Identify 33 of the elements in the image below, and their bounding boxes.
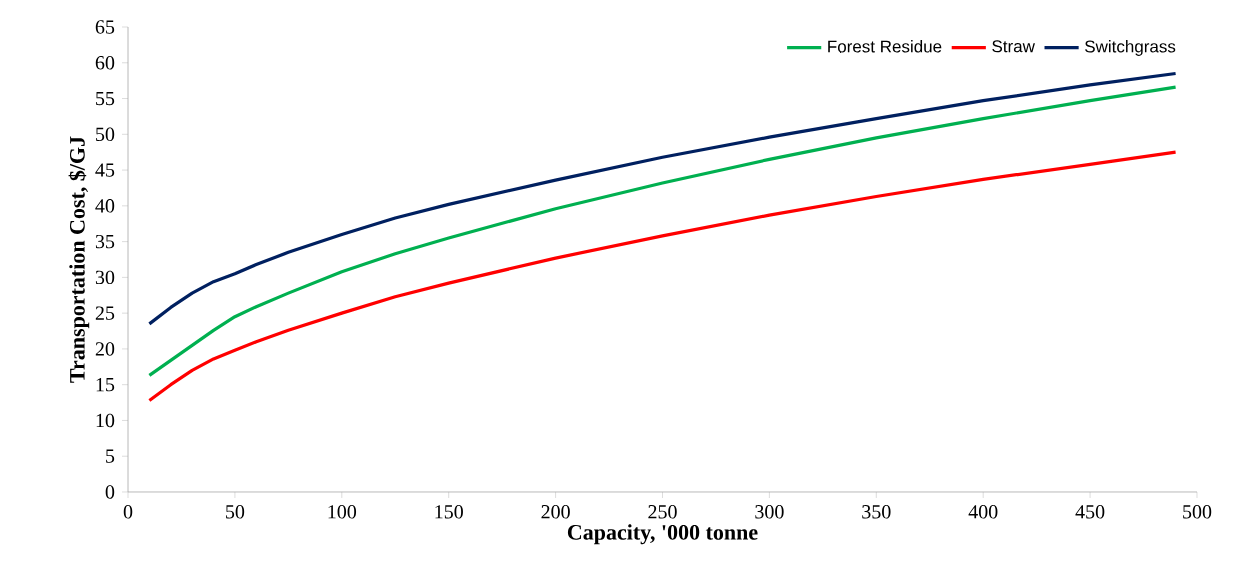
y-tick-label: 65 — [95, 20, 115, 34]
y-tick-label: 55 — [96, 91, 115, 106]
line-series — [147, 71, 1178, 326]
y-tick-label: 0 — [105, 485, 115, 499]
y-tick-label: 60 — [95, 56, 115, 70]
x-tick-label: 0 — [123, 505, 133, 519]
y-tick-label: 5 — [106, 449, 115, 463]
y-tick-label: 20 — [95, 342, 115, 356]
x-tick-label: 150 — [435, 505, 463, 519]
y-tick-label: 25 — [95, 306, 115, 320]
x-tick-label: 300 — [755, 505, 784, 519]
x-tick-label: 100 — [328, 505, 357, 519]
x-tick-label: 500 — [1183, 505, 1212, 519]
x-tick-label: 50 — [226, 505, 245, 519]
y-tick-label: 45 — [95, 163, 115, 177]
line-series — [147, 150, 1178, 403]
legend-label: Switchgrass — [1085, 40, 1176, 56]
x-tick-label: 400 — [968, 505, 998, 519]
y-tick-label: 35 — [95, 234, 115, 249]
y-tick-label: 10 — [96, 413, 115, 428]
y-tick-label: 40 — [95, 199, 115, 213]
legend-label: Straw — [992, 40, 1035, 53]
legend-label: Forest Residue — [828, 40, 942, 53]
x-tick-label: 250 — [648, 505, 677, 519]
y-tick-label: 50 — [96, 127, 115, 142]
y-tick-label: 15 — [96, 377, 115, 392]
x-axis-title: Capacity, '000 tonne — [567, 524, 758, 545]
line-series — [147, 85, 1178, 377]
x-tick-label: 450 — [1075, 505, 1105, 519]
y-axis-title: Transportation Cost, $/GJ — [68, 136, 90, 383]
y-tick-label: 30 — [95, 270, 115, 285]
x-tick-label: 200 — [541, 505, 570, 519]
x-tick-label: 350 — [862, 505, 891, 519]
